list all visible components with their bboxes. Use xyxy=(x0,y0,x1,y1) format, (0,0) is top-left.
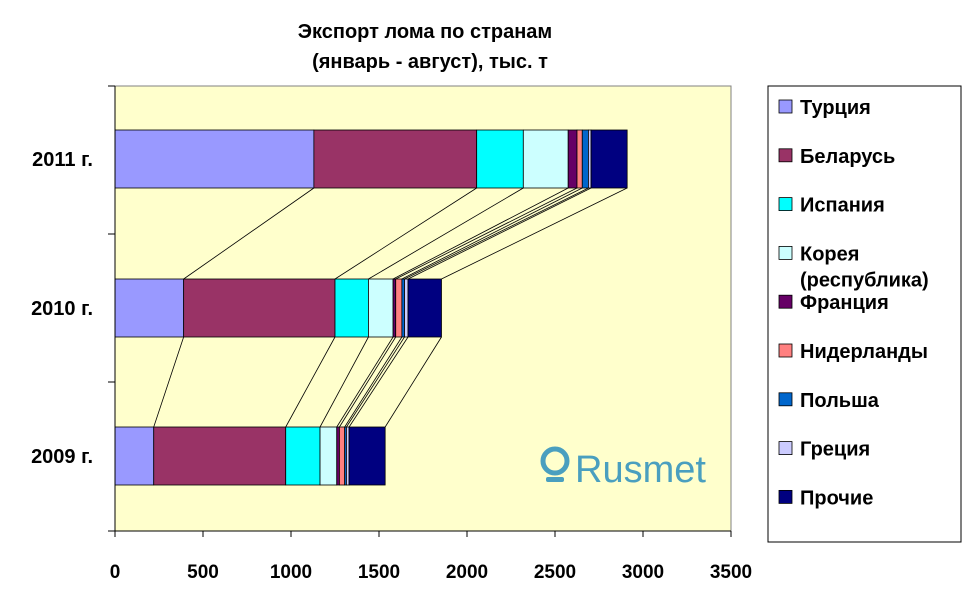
chart-title-line-1: Экспорт лома по странам xyxy=(298,21,552,43)
legend-swatch xyxy=(778,245,793,260)
series-line xyxy=(346,336,405,428)
legend-swatch xyxy=(778,489,793,504)
bar-segment xyxy=(114,426,155,486)
series-line xyxy=(334,187,477,280)
x-tick-label: 3000 xyxy=(622,562,664,583)
x-tick-label: 500 xyxy=(187,562,219,583)
bar-segment xyxy=(395,278,403,338)
category-label: 2011 г. xyxy=(32,149,93,171)
legend-swatch xyxy=(778,441,793,456)
legend-label: Прочие xyxy=(800,487,873,509)
legend-label: Корея xyxy=(800,243,859,265)
bar-segment xyxy=(581,129,589,189)
series-line xyxy=(441,187,628,280)
legend-swatch xyxy=(778,148,793,163)
legend-items: Турция Беларусь Испания Корея (республика)Фр… xyxy=(778,97,929,509)
series-line xyxy=(153,336,185,428)
chart-title-line-2: (январь - август), тыс. т xyxy=(312,51,548,73)
bar-segment xyxy=(576,129,583,189)
legend-label: Турция xyxy=(800,97,871,119)
series-line xyxy=(348,336,409,428)
series-line xyxy=(339,336,397,428)
category-label: 2009 г. xyxy=(31,446,93,468)
bar-segment xyxy=(522,129,569,189)
bar-segment xyxy=(590,129,628,189)
series-line xyxy=(319,336,369,428)
legend-label: (республика) xyxy=(800,269,929,291)
legend-swatch xyxy=(778,99,793,114)
bars xyxy=(114,129,628,486)
category-labels: 2011 г. 2010 г. 2009 г. xyxy=(31,149,93,468)
watermark-logo: Rusmet xyxy=(540,446,706,491)
watermark-text: Rusmet xyxy=(575,449,706,491)
bar-segment xyxy=(183,278,336,338)
bar-segment xyxy=(319,426,338,486)
legend-swatch xyxy=(778,294,793,309)
series-line xyxy=(401,187,583,280)
bar-segment xyxy=(567,129,578,189)
category-label: 2010 г. xyxy=(31,298,93,320)
rusmet-logo-icon xyxy=(540,446,570,476)
legend-swatch xyxy=(778,392,793,407)
bar-segment xyxy=(348,426,386,486)
x-tick-label: 1000 xyxy=(270,562,312,583)
rusmet-logo-base xyxy=(546,477,564,482)
bar-segment xyxy=(368,278,394,338)
bar-segment xyxy=(313,129,478,189)
legend-label: Польша xyxy=(800,390,880,412)
x-tick-label: 2500 xyxy=(534,562,576,583)
axes: 0 500 1000 1500 2000 2500 3000 3500 xyxy=(108,85,752,583)
x-tick-label: 1500 xyxy=(358,562,400,583)
series-line xyxy=(368,187,524,280)
series-line xyxy=(404,187,589,280)
series-line xyxy=(392,187,569,280)
legend xyxy=(767,85,962,543)
x-tick-label: 3500 xyxy=(710,562,752,583)
series-line xyxy=(183,187,315,280)
bar-segment xyxy=(476,129,524,189)
legend-swatch xyxy=(778,197,793,212)
legend-label: Нидерланды xyxy=(800,341,928,363)
legend-label: Испания xyxy=(800,195,885,217)
series-line xyxy=(407,187,592,280)
bar-segment xyxy=(338,426,346,486)
bar-segment xyxy=(114,278,185,338)
series-line xyxy=(384,336,442,428)
series-line xyxy=(344,336,403,428)
series-line xyxy=(395,187,578,280)
bar-segment xyxy=(153,426,287,486)
bar-segment xyxy=(114,129,315,189)
bar-segment xyxy=(285,426,321,486)
x-tick-label: 2000 xyxy=(446,562,488,583)
x-tick-label: 0 xyxy=(110,562,121,583)
bar-segment xyxy=(407,278,442,338)
series-line xyxy=(336,336,394,428)
bar-segment xyxy=(404,278,409,338)
legend-label: Франция xyxy=(800,292,889,314)
legend-label: Греция xyxy=(800,439,870,461)
series-line xyxy=(285,336,336,428)
bar-segment xyxy=(334,278,369,338)
legend-label: Беларусь xyxy=(800,146,895,168)
series-lines xyxy=(153,187,628,428)
legend-swatch xyxy=(778,343,793,358)
